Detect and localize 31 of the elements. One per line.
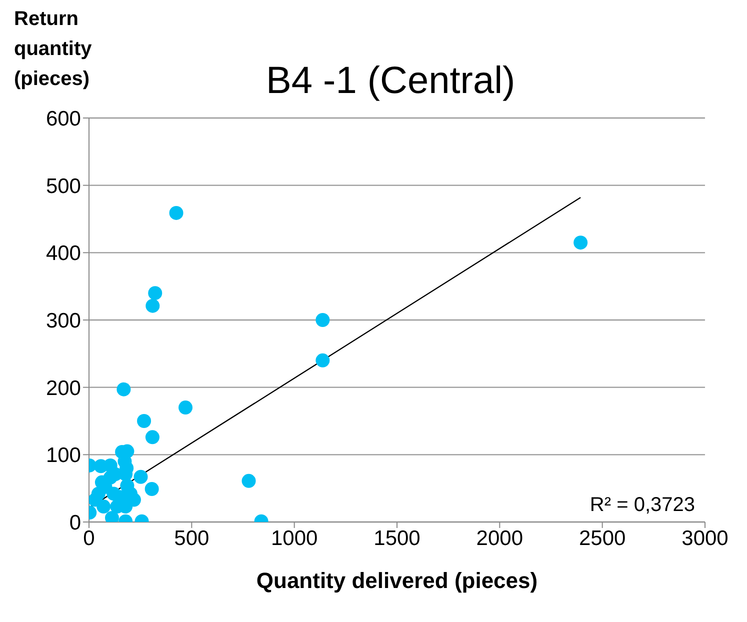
y-axis-title: Return quantity (pieces) <box>14 7 93 92</box>
annotation: R² = 0,3723 <box>590 494 695 517</box>
x-axis-title: Quantity delivered (pieces) <box>256 568 538 593</box>
point <box>148 286 162 300</box>
y-tick-label: 0 <box>69 511 81 534</box>
y-tick-label: 300 <box>46 309 81 332</box>
y-tick-label: 500 <box>46 174 81 198</box>
point <box>169 206 184 220</box>
x-tick-label: 1500 <box>374 526 420 550</box>
x-tick-label: 3000 <box>682 526 728 550</box>
point <box>144 482 159 496</box>
x-tick-label: 2500 <box>578 526 626 550</box>
x-tick-label: 500 <box>174 526 210 550</box>
y-tick-label: 200 <box>46 376 81 400</box>
x-tick-label: 1000 <box>270 526 318 550</box>
point <box>574 236 588 250</box>
point <box>316 313 330 327</box>
point <box>145 430 160 444</box>
chart-title: B4 -1 (Central) <box>266 60 516 103</box>
y-tick-label: 600 <box>46 107 81 130</box>
point <box>137 414 152 428</box>
point <box>178 400 193 415</box>
y-tick-label: 100 <box>46 444 81 468</box>
x-tick-label: 2000 <box>476 526 524 550</box>
y-tick-label: 400 <box>46 242 81 266</box>
point <box>116 382 131 396</box>
point <box>242 474 256 488</box>
point <box>96 500 111 514</box>
point <box>146 298 160 313</box>
point <box>134 470 148 484</box>
point <box>316 353 330 368</box>
